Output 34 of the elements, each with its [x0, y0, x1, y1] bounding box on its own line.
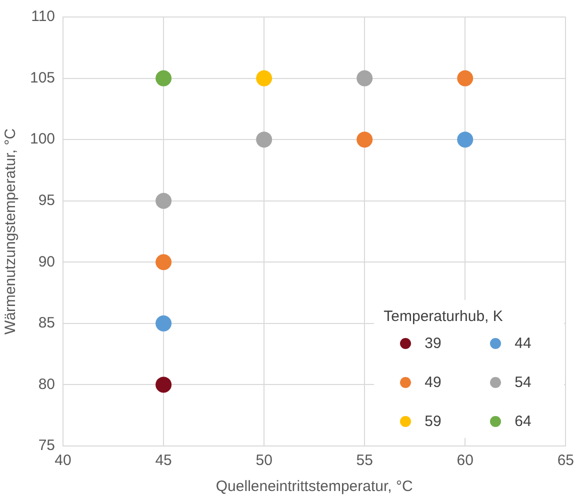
legend-label: 49 [424, 374, 442, 391]
x-tick-label: 65 [557, 452, 574, 470]
point [156, 376, 172, 393]
point [356, 70, 373, 86]
point [457, 70, 474, 86]
x-tick-label: 45 [155, 452, 172, 470]
y-axis-title: Wärmenutzungstemperatur, °C [2, 128, 20, 335]
point [256, 132, 272, 148]
y-tick-label: 110 [31, 8, 56, 26]
legend-label: 44 [514, 335, 532, 352]
y-tick-label: 105 [30, 69, 56, 86]
point [457, 132, 474, 148]
x-tick-label: 40 [54, 452, 72, 470]
point [156, 70, 172, 86]
y-tick-label: 90 [38, 253, 56, 270]
legend-label: 64 [514, 413, 532, 430]
legend-label: 59 [424, 413, 442, 430]
y-tick-label: 80 [38, 376, 56, 393]
point [156, 192, 172, 209]
point [356, 132, 373, 148]
y-tick-label: 95 [38, 192, 56, 209]
x-tick-label: 55 [356, 452, 373, 470]
x-axis-title: Quelleneintrittstemperatur, °C [216, 478, 413, 496]
legend-label: 54 [514, 374, 532, 391]
y-tick-label: 100 [30, 130, 56, 148]
point [156, 315, 172, 332]
point [256, 70, 272, 86]
x-tick-label: 60 [456, 452, 474, 470]
y-tick-label: 85 [38, 314, 56, 332]
point [156, 254, 172, 270]
x-tick-label: 50 [256, 452, 272, 470]
legend-label: 39 [424, 335, 442, 352]
legend-title: Temperaturhub, K [384, 308, 504, 325]
y-tick-label: 75 [38, 437, 56, 454]
